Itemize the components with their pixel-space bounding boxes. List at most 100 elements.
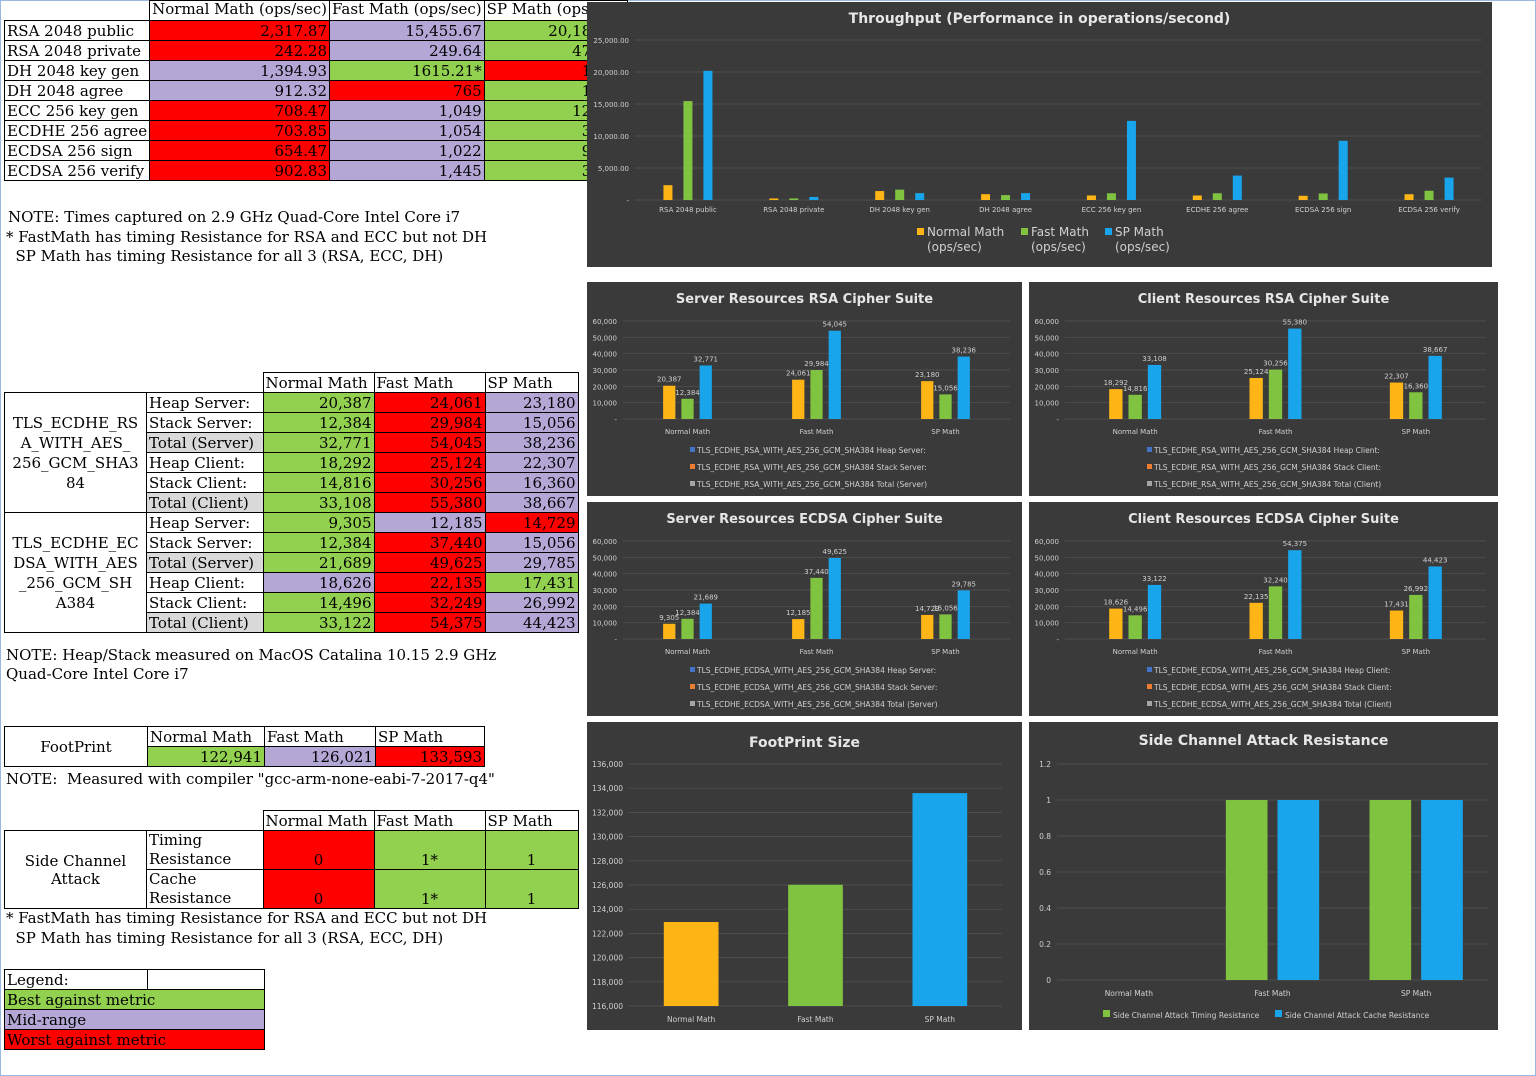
legend-swatch <box>1147 464 1152 469</box>
bar <box>792 379 805 419</box>
y-tick-label: 10,000 <box>1035 400 1060 408</box>
column-header: Fast Math <box>264 726 376 747</box>
resources-note: NOTE: Heap/Stack measured on MacOS Catal… <box>6 646 497 683</box>
x-tick-label: ECC 256 key gen <box>1082 206 1142 214</box>
column-header: Normal Math <box>147 726 265 747</box>
legend-title: Legend: <box>4 969 148 990</box>
bar <box>895 189 905 200</box>
bar <box>1109 608 1123 639</box>
chart-title: Side Channel Attack Resistance <box>1139 733 1389 749</box>
side-channel-table: Normal Math Fast Math SP Math Side Channel … <box>4 810 579 909</box>
bar <box>1404 194 1414 200</box>
value-cell: 12,384 <box>262 412 375 433</box>
table-row: 122,941 126,021 133,593 <box>5 746 485 767</box>
y-tick-label: 40,000 <box>593 571 618 579</box>
y-tick-label: 0.8 <box>1039 832 1051 841</box>
data-label: 12,384 <box>675 609 700 617</box>
data-label: 14,729 <box>915 605 940 613</box>
server-ecdsa-chart: Server Resources ECDSA Cipher Suite - 10,0… <box>593 512 1010 709</box>
legend-label: Normal Math (ops/sec) <box>927 225 1004 254</box>
bar <box>769 198 779 200</box>
bar <box>939 394 952 419</box>
row-label: ECDSA 256 verify <box>3 160 151 181</box>
bar <box>1369 800 1412 980</box>
table-row: Total (Client) 33,108 55,380 38,667 <box>5 492 579 513</box>
y-tick-label: 128,000 <box>592 857 623 866</box>
bar <box>1428 566 1442 639</box>
value-cell: 1 <box>484 869 579 909</box>
x-tick-label: Fast Math <box>797 1015 833 1024</box>
table-row: Total (Server) 21,689 49,625 29,785 <box>5 552 579 573</box>
y-tick-label: - <box>614 636 617 644</box>
x-tick-label: Normal Math <box>1113 428 1158 436</box>
legend-label: TLS_ECDHE_ECDSA_WITH_AES_256_GCM_SHA384 … <box>696 666 936 675</box>
row-label: ECDHE 256 agree <box>3 120 151 141</box>
data-label: 16,360 <box>1404 382 1429 390</box>
chart-title: Client Resources ECDSA Cipher Suite <box>1128 512 1399 527</box>
row-label: Heap Client: <box>146 572 264 593</box>
bar <box>1147 364 1162 419</box>
y-tick-label: 20,000 <box>593 383 618 391</box>
value-cell: 133,593 <box>375 746 485 767</box>
bar <box>1106 193 1116 200</box>
server-rsa-chart-panel: Server Resources RSA Cipher Suite - 10,000… <box>587 282 1022 496</box>
row-label: Stack Server: <box>146 412 264 433</box>
legend-swatch <box>1147 684 1152 689</box>
value-cell: 14,816 <box>262 472 375 493</box>
bar <box>663 922 719 1006</box>
y-tick-label: 124,000 <box>592 905 623 914</box>
throughput-note: NOTE: Times captured on 2.9 GHz Quad-Cor… <box>8 208 461 226</box>
value-cell: 30,256 <box>373 472 486 493</box>
value-cell: 33,122 <box>262 612 375 633</box>
y-tick-label: - <box>626 197 629 205</box>
value-cell: 14,729 <box>484 512 579 533</box>
value-cell: 1,054 <box>329 120 485 141</box>
bar <box>828 330 841 419</box>
table-row: Stack Server: 12,384 37,440 15,056 <box>5 532 579 553</box>
bar <box>921 614 934 639</box>
value-cell: 9,305 <box>262 512 375 533</box>
data-label: 22,135 <box>1244 593 1269 601</box>
data-label: 18,292 <box>1104 379 1129 387</box>
value-cell: 54,375 <box>373 612 486 633</box>
table-row: TLS_ECDHE_RS A_WITH_AES_ 256_GCM_SHA3 84… <box>4 392 579 513</box>
value-cell: 32,771 <box>262 432 375 453</box>
bar <box>1389 610 1404 639</box>
y-tick-label: - <box>1056 416 1059 424</box>
value-cell: 25,124 <box>373 452 486 473</box>
data-label: 21,689 <box>694 594 719 602</box>
legend-label: TLS_ECDHE_RSA_WITH_AES_256_GCM_SHA384 St… <box>696 463 927 472</box>
x-tick-label: Normal Math <box>665 428 710 436</box>
value-cell: 55,380 <box>373 492 486 513</box>
value-cell: 902.83 <box>149 160 331 181</box>
legend-row: Best against metric <box>4 989 265 1010</box>
server-ecdsa-chart-panel: Server Resources ECDSA Cipher Suite - 10,0… <box>587 502 1022 716</box>
bar <box>809 196 819 200</box>
bar <box>1268 586 1283 639</box>
throughput-footnote-2: SP Math has timing Resistance for all 3 … <box>6 247 444 265</box>
bar <box>1212 193 1222 200</box>
bar <box>875 191 885 200</box>
table-row: Total (Client) 33,122 54,375 44,423 <box>5 612 579 633</box>
value-cell: 29,984 <box>373 412 486 433</box>
side-channel-chart-panel: Side Channel Attack Resistance 0 0.2 0.4 0.6… <box>1029 722 1498 1030</box>
bar <box>1192 195 1202 200</box>
row-label: RSA 2048 private <box>3 40 151 61</box>
x-tick-label: Fast Math <box>1259 648 1293 656</box>
value-cell: 1* <box>373 869 486 909</box>
data-label: 12,384 <box>675 389 700 397</box>
x-tick-label: ECDSA 256 verify <box>1398 206 1460 214</box>
x-tick-label: ECDSA 256 sign <box>1295 206 1351 214</box>
chart-title: Client Resources RSA Cipher Suite <box>1138 292 1390 307</box>
row-label: Heap Client: <box>146 452 264 473</box>
bar <box>792 619 805 639</box>
footprint-table: FootPrint Normal Math Fast Math SP Math 122,… <box>4 726 485 767</box>
column-header: Normal Math <box>262 372 375 393</box>
legend-label: SP Math (ops/sec) <box>1115 225 1170 254</box>
row-label: ECC 256 key gen <box>3 100 151 121</box>
y-tick-label: 0 <box>1046 976 1051 985</box>
y-tick-label: 116,000 <box>592 1002 623 1011</box>
y-tick-label: 20,000.00 <box>593 69 629 77</box>
